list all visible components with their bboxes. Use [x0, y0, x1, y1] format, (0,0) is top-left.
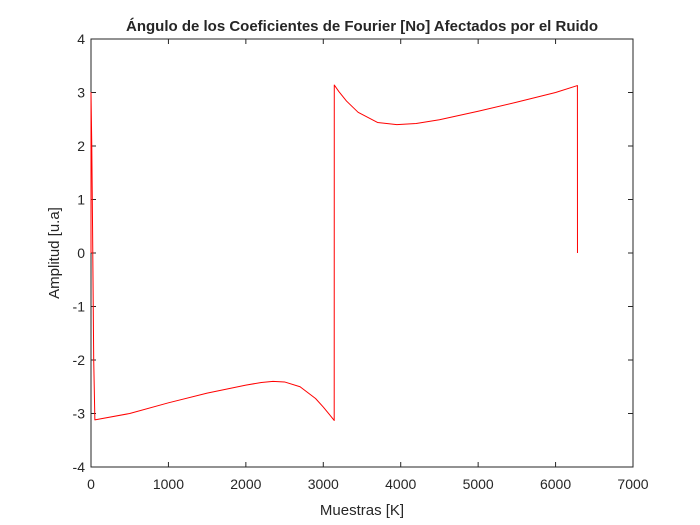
y-tick-label: -1 — [73, 299, 86, 315]
x-tick-label: 1000 — [153, 476, 184, 492]
x-tick-label: 3000 — [308, 476, 339, 492]
ticks: 0 1000 2000 3000 4000 5000 6000 7000 -4 -3 -2 -1 0 1 2… — [73, 31, 649, 492]
chart-title: Ángulo de los Coeficientes de Fourier [N… — [126, 18, 598, 35]
series-line — [90, 84, 578, 421]
series-layer — [90, 84, 578, 421]
y-tick-label: 3 — [77, 85, 85, 101]
y-axis-label: Amplitud [u.a] — [46, 207, 63, 299]
x-tick-label: 2000 — [230, 476, 261, 492]
y-tick-label: -4 — [73, 459, 86, 475]
y-tick-label: -2 — [73, 352, 86, 368]
x-tick-label: 0 — [87, 476, 95, 492]
y-tick-label: 2 — [77, 138, 85, 154]
x-axis-label: Muestras [K] — [320, 502, 404, 519]
y-tick-label: -3 — [73, 406, 86, 422]
x-tick-label: 5000 — [463, 476, 494, 492]
x-tick-label: 4000 — [385, 476, 416, 492]
axes-box — [90, 38, 634, 468]
y-tick-label: 1 — [77, 192, 85, 208]
y-tick-label: 4 — [77, 31, 85, 47]
y-tick-label: 0 — [77, 245, 85, 261]
x-tick-label: 6000 — [540, 476, 571, 492]
x-tick-label: 7000 — [617, 476, 648, 492]
